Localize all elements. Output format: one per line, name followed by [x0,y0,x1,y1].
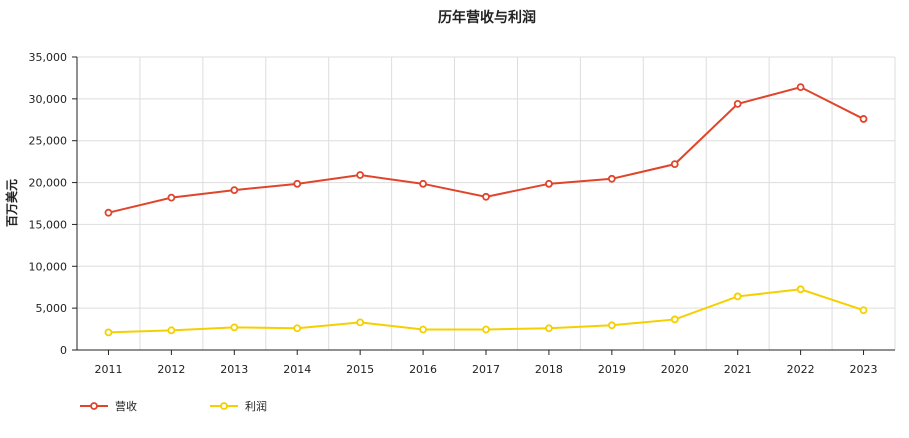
data-point [796,285,805,294]
x-tick-label: 2016 [409,363,437,376]
data-point [607,174,616,183]
y-tick-label: 15,000 [29,218,68,231]
y-tick-label: 35,000 [29,51,68,64]
x-tick-label: 2018 [535,363,563,376]
x-tick-label: 2023 [850,363,878,376]
legend-marker-icon [90,402,98,410]
x-tick-label: 2015 [346,363,374,376]
x-tick-label: 2011 [94,363,122,376]
data-point [419,179,427,188]
data-point [733,99,742,108]
data-point [419,325,427,334]
data-point [545,179,553,188]
x-tick-label: 2019 [598,363,626,376]
data-point [167,193,176,202]
data-point [607,321,616,330]
x-tick-label: 2021 [724,363,752,376]
grid [77,56,896,350]
data-point [670,315,679,324]
y-tick-label: 5,000 [36,302,68,315]
y-tick-label: 0 [60,344,67,357]
chart-title: 历年营收与利润 [438,9,536,26]
x-tick-label: 2013 [220,363,248,376]
series-layer [104,83,868,337]
x-tick-label: 2017 [472,363,500,376]
legend[interactable]: 营收 利润 [80,399,267,413]
data-point [733,292,742,301]
y-tick-label: 30,000 [29,93,68,106]
data-point [545,324,553,333]
legend-item-0[interactable]: 营收 [80,399,137,413]
x-tick-label: 2014 [283,363,311,376]
y-tick-label: 25,000 [29,135,68,148]
data-point [104,208,113,217]
data-point [230,323,239,332]
data-point [482,325,490,334]
x-tick-label: 2012 [157,363,185,376]
data-point [670,160,679,169]
data-point [104,328,113,337]
legend-marker-icon [220,402,228,410]
data-point [293,179,302,188]
y-axis-label: 百万美元 [4,179,19,227]
data-point [859,306,868,315]
data-point [482,192,490,201]
legend-label: 营收 [115,399,137,413]
legend-item-1[interactable]: 利润 [210,399,267,413]
data-point [859,115,868,123]
data-point [356,318,365,327]
data-point [167,326,176,335]
axes: 0 5,000 10,000 15,000 20,000 25,000 30,000 35,0… [29,51,895,376]
data-point [293,324,302,333]
data-point [356,171,365,179]
y-tick-label: 20,000 [29,177,68,190]
y-tick-label: 10,000 [29,260,68,273]
x-tick-label: 2022 [787,363,815,376]
legend-label: 利润 [245,399,267,413]
data-point [796,83,805,92]
data-point [230,186,239,195]
x-tick-label: 2020 [661,363,689,376]
